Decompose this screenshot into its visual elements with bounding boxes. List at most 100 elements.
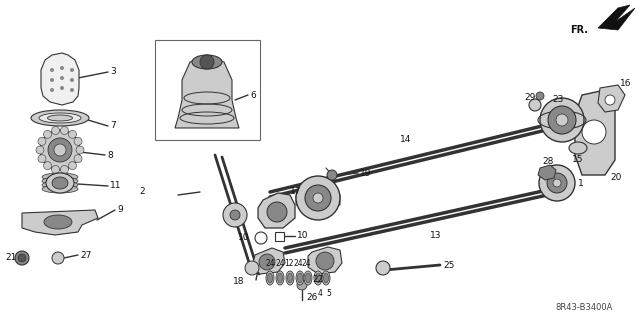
Text: 7: 7 xyxy=(110,122,116,130)
Circle shape xyxy=(76,146,84,154)
Polygon shape xyxy=(22,210,98,235)
Ellipse shape xyxy=(322,271,330,285)
Circle shape xyxy=(38,155,46,163)
Text: 25: 25 xyxy=(443,261,454,270)
Circle shape xyxy=(200,55,214,69)
Circle shape xyxy=(74,155,82,163)
Circle shape xyxy=(529,99,541,111)
Circle shape xyxy=(327,170,337,180)
Circle shape xyxy=(605,95,615,105)
Text: 12: 12 xyxy=(284,259,294,269)
Circle shape xyxy=(230,210,240,220)
Polygon shape xyxy=(575,90,615,175)
Circle shape xyxy=(40,130,80,170)
Polygon shape xyxy=(175,55,239,128)
Polygon shape xyxy=(598,85,625,112)
Circle shape xyxy=(305,185,331,211)
Circle shape xyxy=(50,88,54,92)
Circle shape xyxy=(44,130,52,138)
Circle shape xyxy=(539,165,575,201)
Text: 10: 10 xyxy=(237,234,249,242)
Circle shape xyxy=(52,127,60,135)
Ellipse shape xyxy=(42,177,78,185)
Circle shape xyxy=(36,146,44,154)
Text: 24: 24 xyxy=(293,259,303,269)
Text: 8: 8 xyxy=(107,151,113,160)
Polygon shape xyxy=(41,53,79,105)
Text: 19: 19 xyxy=(360,168,371,177)
Ellipse shape xyxy=(52,177,68,189)
Ellipse shape xyxy=(323,273,328,283)
Ellipse shape xyxy=(31,110,89,126)
Circle shape xyxy=(70,78,74,82)
Ellipse shape xyxy=(296,271,304,285)
Polygon shape xyxy=(538,165,556,180)
Text: 26: 26 xyxy=(306,293,317,302)
Circle shape xyxy=(50,68,54,72)
Circle shape xyxy=(70,68,74,72)
Polygon shape xyxy=(598,5,635,30)
Circle shape xyxy=(60,76,64,80)
Text: 10: 10 xyxy=(297,232,308,241)
Circle shape xyxy=(267,202,287,222)
Ellipse shape xyxy=(298,273,303,283)
Ellipse shape xyxy=(42,181,78,189)
FancyBboxPatch shape xyxy=(155,40,260,140)
Circle shape xyxy=(548,106,576,134)
Text: 1: 1 xyxy=(578,179,584,188)
Circle shape xyxy=(44,162,52,170)
Circle shape xyxy=(536,92,544,100)
Ellipse shape xyxy=(278,273,282,283)
Circle shape xyxy=(68,130,76,138)
Circle shape xyxy=(223,203,247,227)
Text: 28: 28 xyxy=(542,158,554,167)
Ellipse shape xyxy=(44,215,72,229)
Circle shape xyxy=(60,66,64,70)
Ellipse shape xyxy=(304,271,312,285)
Circle shape xyxy=(60,166,68,174)
Circle shape xyxy=(259,254,275,270)
Text: 29: 29 xyxy=(524,93,536,101)
Text: 13: 13 xyxy=(430,231,442,240)
Ellipse shape xyxy=(42,185,78,193)
Circle shape xyxy=(316,252,334,270)
Polygon shape xyxy=(308,247,342,274)
Text: 2: 2 xyxy=(140,188,145,197)
Text: 21: 21 xyxy=(5,254,17,263)
Text: 17: 17 xyxy=(290,188,301,197)
Circle shape xyxy=(376,261,390,275)
Ellipse shape xyxy=(268,273,273,283)
Circle shape xyxy=(54,144,66,156)
Ellipse shape xyxy=(305,273,310,283)
Text: 27: 27 xyxy=(80,250,92,259)
Circle shape xyxy=(52,252,64,264)
Ellipse shape xyxy=(276,271,284,285)
Circle shape xyxy=(74,137,82,145)
Text: 24: 24 xyxy=(275,259,285,269)
Ellipse shape xyxy=(316,273,321,283)
Text: 5: 5 xyxy=(326,288,331,298)
Circle shape xyxy=(553,179,561,187)
Ellipse shape xyxy=(39,113,81,123)
Circle shape xyxy=(540,98,584,142)
Circle shape xyxy=(50,78,54,82)
Text: FR.: FR. xyxy=(570,25,588,35)
Text: 20: 20 xyxy=(610,174,621,182)
Circle shape xyxy=(15,251,29,265)
Text: 24: 24 xyxy=(265,259,275,269)
Text: 9: 9 xyxy=(117,205,123,214)
Ellipse shape xyxy=(286,271,294,285)
Text: 18: 18 xyxy=(232,278,244,286)
Circle shape xyxy=(70,88,74,92)
Circle shape xyxy=(313,193,323,203)
Ellipse shape xyxy=(42,173,78,181)
Ellipse shape xyxy=(46,173,74,193)
Circle shape xyxy=(60,127,68,135)
Text: 3: 3 xyxy=(110,68,116,77)
Circle shape xyxy=(245,261,259,275)
Text: 11: 11 xyxy=(110,182,122,190)
Text: 23: 23 xyxy=(552,95,563,105)
Circle shape xyxy=(582,120,606,144)
Circle shape xyxy=(38,137,46,145)
Ellipse shape xyxy=(569,142,587,154)
